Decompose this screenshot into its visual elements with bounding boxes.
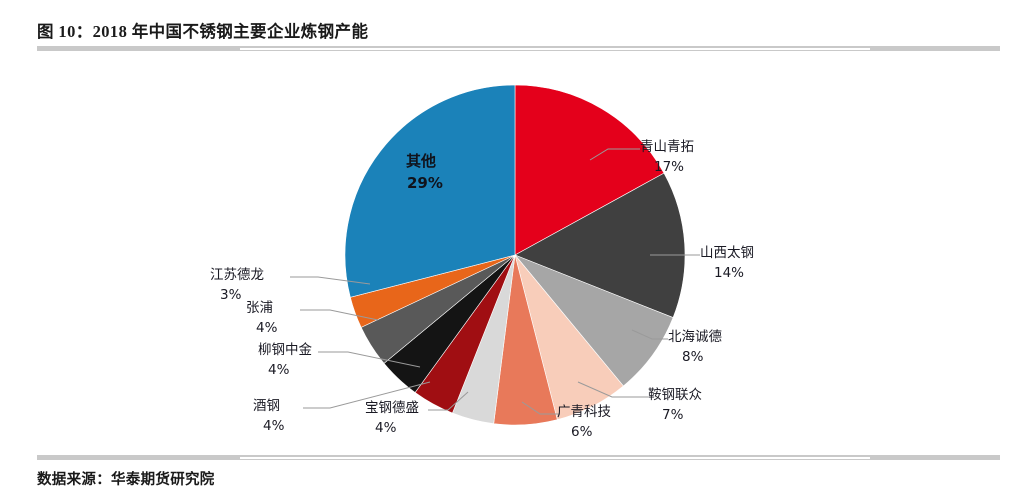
leader-line-qingshan <box>589 148 640 161</box>
pie-label-jiugang: 酒钢 4% <box>253 397 284 437</box>
divider-notch-bottom <box>240 457 870 459</box>
divider-notch <box>240 48 870 50</box>
pie-label-delong: 江苏德龙 3% <box>210 266 264 306</box>
pie-label-angang-name: 鞍钢联众 <box>648 387 702 403</box>
leader-line-guangqing <box>521 401 560 415</box>
pie-label-liugang-pct: 4% <box>268 361 290 378</box>
pie-label-guangqing-name: 广青科技 <box>557 404 611 420</box>
leader-line-angang <box>577 381 648 398</box>
figure-title: 图 10：2018 年中国不锈钢主要企业炼钢产能 <box>37 22 369 41</box>
pie-label-other-name: 其他 <box>406 152 437 170</box>
pie-label-guangqing: 广青科技 6% <box>557 403 611 443</box>
figure-source: 数据来源：华泰期货研究院 <box>37 472 215 488</box>
leader-line-liugang <box>318 351 421 368</box>
pie-label-delong-pct: 3% <box>220 286 242 303</box>
pie-label-qingshan: 青山青拓 17% <box>640 138 694 178</box>
pie-label-taigang: 山西太钢 14% <box>700 244 754 284</box>
pie-label-angang: 鞍钢联众 7% <box>648 386 702 426</box>
pie-label-taigang-name: 山西太钢 <box>700 245 754 261</box>
pie-label-beihai: 北海诚德 8% <box>668 328 722 368</box>
leader-line-beihai <box>631 329 668 340</box>
pie-label-jiugang-pct: 4% <box>263 417 285 434</box>
pie-label-zhangpu-name: 张浦 <box>246 300 273 316</box>
pie-label-delong-name: 江苏德龙 <box>210 267 264 283</box>
pie-label-angang-pct: 7% <box>662 406 684 423</box>
pie-label-guangqing-pct: 6% <box>571 423 593 440</box>
pie-slices-group <box>344 84 686 426</box>
leader-line-baogang <box>428 391 469 411</box>
pie-slice-0 <box>514 84 665 256</box>
pie-label-other-pct: 29% <box>407 174 443 193</box>
leader-line-delong <box>290 276 371 285</box>
pie-label-liugang: 柳钢中金 4% <box>258 341 312 381</box>
pie-label-taigang-pct: 14% <box>714 264 745 281</box>
leader-lines-group <box>290 148 700 415</box>
pie-label-baogang-pct: 4% <box>375 419 397 436</box>
source-divider <box>37 455 1000 460</box>
pie-label-jiugang-name: 酒钢 <box>253 398 280 414</box>
pie-label-beihai-name: 北海诚德 <box>668 329 722 345</box>
title-divider <box>37 46 1000 51</box>
pie-chart-svg <box>290 84 700 426</box>
leader-line-jiugang <box>303 381 431 409</box>
pie-chart-plot-area: 青山青拓 17% 山西太钢 14% 北海诚德 8% 鞍钢联众 7% 广青科技 6… <box>0 52 1033 452</box>
pie-label-zhangpu-pct: 4% <box>256 319 278 336</box>
pie-label-beihai-pct: 8% <box>682 348 704 365</box>
pie-label-baogang: 宝钢德盛 4% <box>365 399 419 439</box>
pie-slice-10 <box>344 84 516 298</box>
pie-label-zhangpu: 张浦 4% <box>246 299 277 339</box>
pie-label-baogang-name: 宝钢德盛 <box>365 400 419 416</box>
pie-label-qingshan-pct: 17% <box>654 158 685 175</box>
pie-label-other: 其他 29% <box>406 150 443 194</box>
pie-slice-1 <box>514 172 686 318</box>
pie-label-liugang-name: 柳钢中金 <box>258 342 312 358</box>
pie-label-qingshan-name: 青山青拓 <box>640 139 694 155</box>
leader-line-zhangpu <box>300 309 379 321</box>
